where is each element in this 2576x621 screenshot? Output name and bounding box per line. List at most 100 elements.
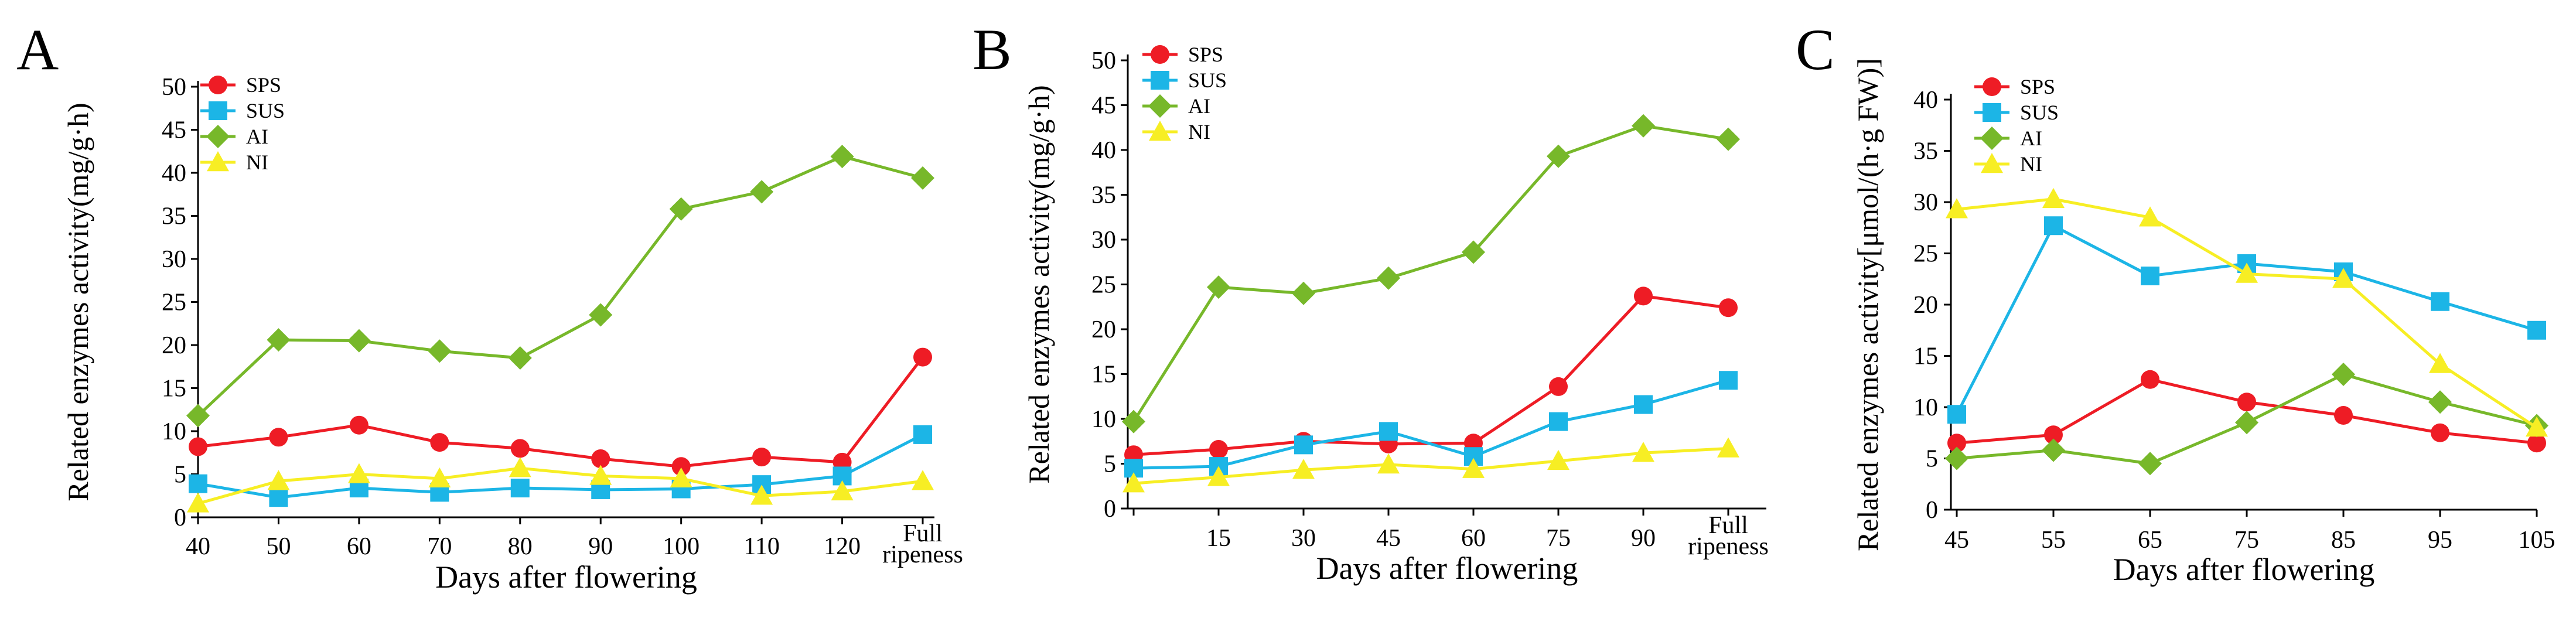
y-tick-label: 50: [1091, 47, 1116, 74]
x-tick-label: 105: [2519, 527, 2555, 554]
x-tick-label: 45: [1376, 525, 1401, 552]
data-point-ai: [267, 328, 291, 352]
y-tick-label: 25: [1091, 272, 1116, 299]
data-point-sps: [671, 457, 691, 476]
y-tick-label: 25: [1913, 241, 1938, 268]
data-point-sus: [1719, 371, 1738, 390]
x-tick-label-line: Full: [903, 520, 943, 547]
data-point-sps: [591, 449, 610, 469]
chart-panel-a: A 0 5 10 15 20 25 30 35 40 45 50 40 50 60 70 80 90 100 110 1…: [16, 17, 963, 595]
data-point-sps: [2044, 425, 2063, 445]
y-tick-label: 30: [162, 246, 186, 273]
y-tick-label: 40: [162, 160, 186, 187]
chart-panel-b: B 0 5 10 15 20 25 30 35 40 45 50 15 30 45 60 75 90 Full rip…: [973, 17, 1769, 586]
y-tick-label: 5: [1926, 446, 1938, 473]
data-point-sus: [510, 479, 530, 498]
series-line-ni: [197, 466, 923, 505]
data-point-sps: [269, 428, 288, 447]
y-tick-label: 5: [1104, 451, 1116, 478]
data-point-ai: [1292, 281, 1315, 305]
data-point-sus: [2527, 320, 2546, 340]
legend-label: SPS: [246, 73, 281, 97]
data-point-ni: [347, 463, 370, 483]
data-point-sus: [1634, 395, 1653, 414]
x-tick-label-line: ripeness: [1688, 533, 1769, 560]
x-tick-label: 55: [2041, 527, 2066, 554]
data-point-ni: [2236, 262, 2258, 283]
data-point-ni: [267, 470, 290, 490]
panel-letter: A: [16, 17, 59, 82]
x-tick-label: 90: [588, 533, 613, 560]
data-point-ni: [187, 492, 209, 513]
data-point-ai: [750, 180, 774, 204]
data-point-ai: [589, 303, 613, 327]
data-point-sps: [913, 347, 932, 367]
data-point-sus: [1549, 412, 1568, 431]
data-point-sps: [1634, 286, 1653, 306]
x-tick-label: 60: [1461, 525, 1486, 552]
y-tick-label: 0: [1926, 497, 1938, 524]
data-point-sus: [1947, 405, 1966, 424]
y-tick-label: 40: [1091, 137, 1116, 164]
data-point-ai: [508, 346, 532, 370]
x-tick-label: 75: [1546, 525, 1571, 552]
y-tick-label: 15: [1091, 361, 1116, 388]
data-point-ni: [831, 480, 854, 501]
x-tick-label: 65: [2138, 527, 2162, 554]
panel-letter: C: [1796, 17, 1835, 82]
x-tick-label-line: ripeness: [882, 541, 963, 568]
series-line-ai: [1132, 124, 1729, 422]
legend-marker: [1149, 121, 1171, 141]
data-point-ni: [1207, 466, 1230, 486]
data-point-ai: [1945, 446, 1968, 470]
y-tick-label: 15: [162, 376, 186, 402]
y-tick-label: 50: [162, 74, 186, 101]
y-tick-label: 10: [1091, 406, 1116, 433]
data-point-ni: [2526, 417, 2548, 437]
data-point-ai: [2428, 390, 2452, 414]
series-line-sps: [197, 356, 924, 468]
data-point-ai: [186, 404, 210, 428]
data-point-sps: [1549, 377, 1568, 396]
data-point-ni: [1122, 472, 1145, 493]
data-point-sps: [1209, 440, 1228, 459]
data-point-ai: [2235, 411, 2258, 435]
y-tick-label: 25: [162, 289, 186, 316]
x-tick-label: 95: [2428, 527, 2452, 554]
data-point-sps: [430, 433, 449, 452]
y-tick-label: 5: [174, 462, 186, 489]
data-point-ni: [670, 467, 692, 488]
x-tick-label: 100: [663, 533, 700, 560]
data-point-ni: [2332, 268, 2355, 288]
data-point-ni: [912, 470, 934, 490]
chart-panel-c: C 0 5 10 15 20 25 30 35 40 45 55 65 75 85 95 105 Days aft…: [1796, 17, 2555, 587]
data-point-sps: [1719, 298, 1738, 318]
y-tick-label: 0: [1104, 496, 1116, 523]
data-point-ni: [2139, 206, 2161, 227]
y-axis-title: Related enzymes activity[μmol/(h·g FW)]: [1851, 58, 1884, 551]
data-point-sus: [189, 474, 207, 493]
data-point-sus: [1379, 422, 1398, 441]
data-point-ni: [1946, 198, 1968, 219]
data-point-ni: [589, 465, 612, 485]
data-point-sps: [2237, 393, 2256, 412]
data-point-ai: [1207, 275, 1230, 299]
y-tick-label: 20: [1913, 292, 1938, 319]
legend-marker: [207, 151, 229, 172]
x-tick-label: Full ripeness: [1688, 512, 1769, 560]
data-point-sus: [269, 488, 288, 507]
series-line-ai: [197, 155, 923, 417]
data-point-ni: [1717, 437, 1739, 458]
data-point-ni: [509, 457, 531, 477]
data-point-sps: [189, 437, 207, 456]
legend-marker: [206, 125, 230, 148]
data-point-ai: [669, 197, 693, 221]
y-tick-label: 45: [1091, 93, 1116, 120]
x-tick-label: 40: [186, 533, 210, 560]
legend-marker: [1980, 127, 2004, 150]
data-point-ni: [1462, 458, 1485, 478]
y-tick-label: 20: [162, 332, 186, 359]
legend-marker: [1983, 103, 2001, 122]
data-point-ni: [1292, 459, 1315, 479]
